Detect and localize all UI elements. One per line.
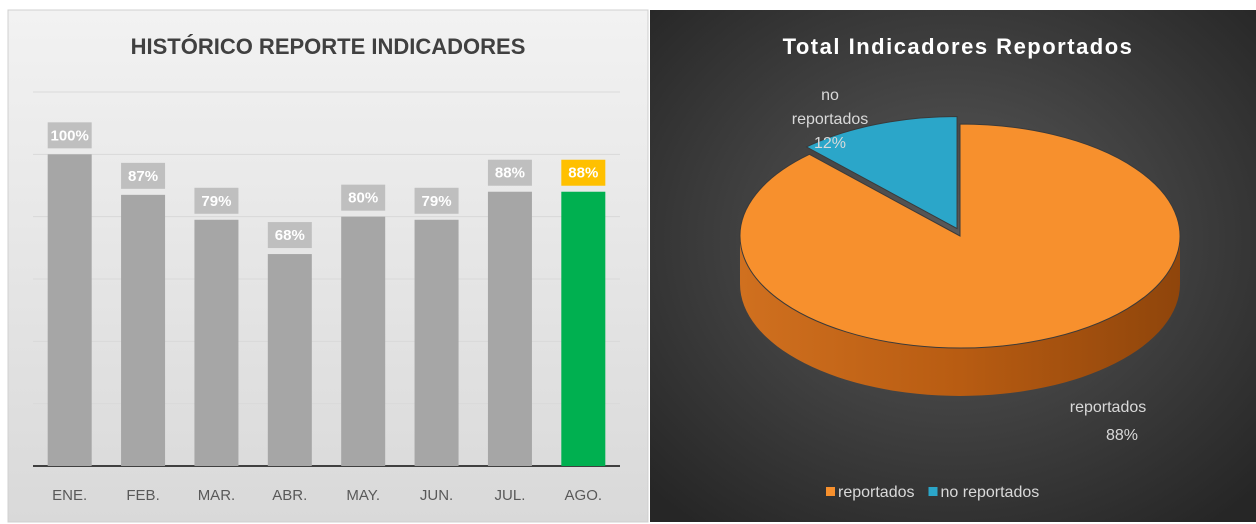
bar <box>267 254 312 466</box>
pie-side <box>740 236 1180 396</box>
bar <box>414 219 459 466</box>
legend-label: no reportados <box>941 484 1040 501</box>
data-label: 87% <box>128 168 158 185</box>
slice-value: 12% <box>814 135 846 152</box>
x-tick-label: FEB. <box>126 487 159 504</box>
bar <box>487 191 532 466</box>
data-label-box <box>487 159 532 186</box>
data-label: 79% <box>201 193 231 210</box>
slice-label: reportados <box>1070 399 1147 416</box>
data-label: 88% <box>495 165 525 182</box>
data-label-box <box>194 187 239 214</box>
bar <box>47 154 92 467</box>
data-label-box <box>121 162 166 189</box>
slice-label: reportados <box>792 111 869 128</box>
legend-marker <box>928 487 938 496</box>
pie-title: Total Indicadores Reportados <box>783 34 1134 59</box>
data-label: 79% <box>422 193 452 210</box>
x-tick-label: JUN. <box>420 487 453 504</box>
legend-label: reportados <box>838 484 915 501</box>
x-tick-label: ENE. <box>52 487 87 504</box>
bar <box>561 191 606 466</box>
data-label: 88% <box>568 165 598 182</box>
data-label-box <box>561 159 606 186</box>
pie-slice <box>739 123 1181 349</box>
x-tick-label: AGO. <box>565 487 603 504</box>
data-label-box <box>341 184 386 211</box>
bar <box>341 216 386 466</box>
pie-slice <box>805 116 958 230</box>
x-tick-label: MAR. <box>198 487 236 504</box>
x-tick-label: JUL. <box>495 487 526 504</box>
legend-marker <box>826 487 835 496</box>
bar <box>194 219 239 466</box>
x-tick-label: MAY. <box>346 487 380 504</box>
slice-label: no <box>821 87 839 104</box>
data-label: 80% <box>348 190 378 207</box>
data-label-box <box>47 122 92 149</box>
data-label: 100% <box>51 127 89 144</box>
bar-title: HISTÓRICO REPORTE INDICADORES <box>131 34 526 59</box>
x-tick-label: ABR. <box>272 487 307 504</box>
bar <box>121 194 166 466</box>
bar-panel <box>7 9 649 523</box>
slice-value: 88% <box>1106 427 1138 444</box>
data-label-box <box>267 222 312 249</box>
data-label-box <box>414 187 459 214</box>
data-label: 68% <box>275 227 305 244</box>
